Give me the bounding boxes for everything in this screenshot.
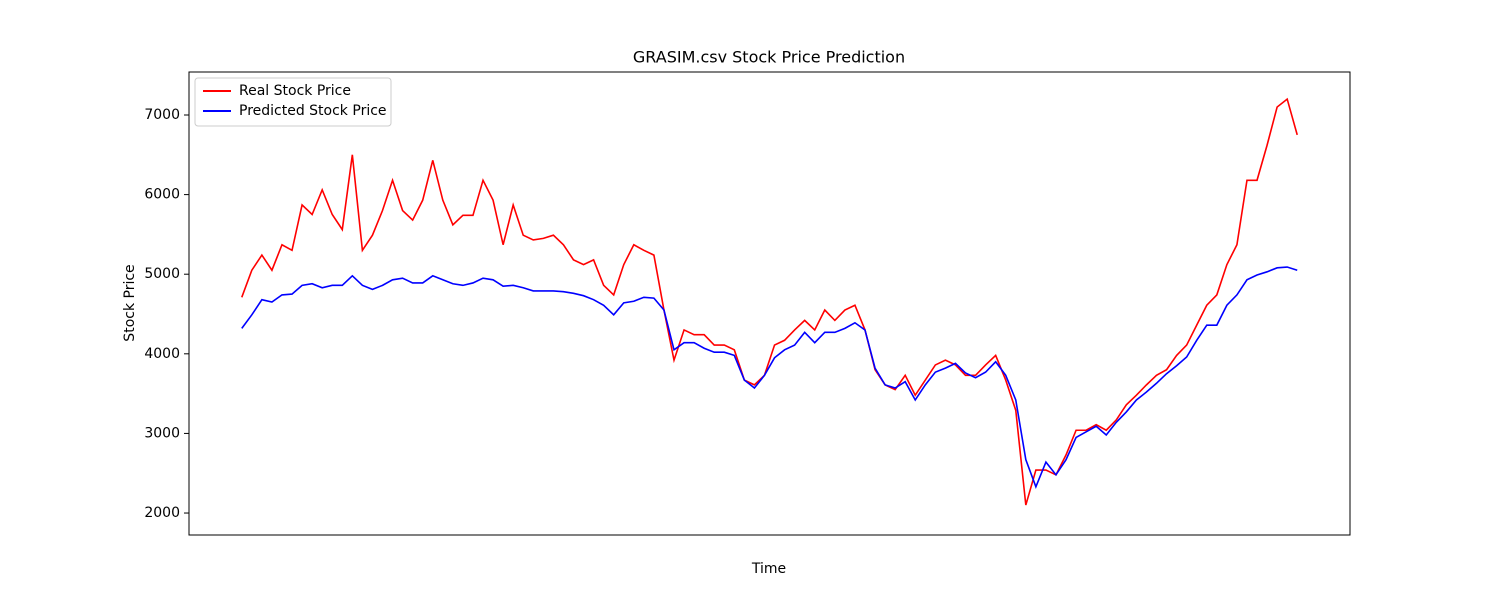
legend-box — [194, 77, 392, 127]
y-axis-label: Stock Price — [122, 264, 138, 341]
y-tick-label: 3000 — [144, 425, 180, 441]
plot-frame — [188, 71, 1351, 536]
y-tick-label: 6000 — [144, 187, 180, 203]
legend-label: Real Stock Price — [239, 83, 351, 99]
series-line — [241, 266, 1298, 489]
legend: Real Stock Price Predicted Stock Price — [194, 77, 392, 127]
legend-label: Predicted Stock Price — [239, 103, 387, 119]
series-line — [241, 97, 1299, 506]
x-axis-label: Time — [751, 561, 786, 577]
y-tick-label: 2000 — [144, 505, 180, 521]
chart-title: GRASIM.csv Stock Price Prediction — [633, 48, 905, 67]
y-tick-label: 4000 — [144, 346, 180, 362]
y-tick-label: 7000 — [144, 107, 180, 123]
y-tick-label: 5000 — [144, 266, 180, 282]
plot-area: 2000 3000 4000 5000 6000 7000 — [144, 97, 1299, 521]
